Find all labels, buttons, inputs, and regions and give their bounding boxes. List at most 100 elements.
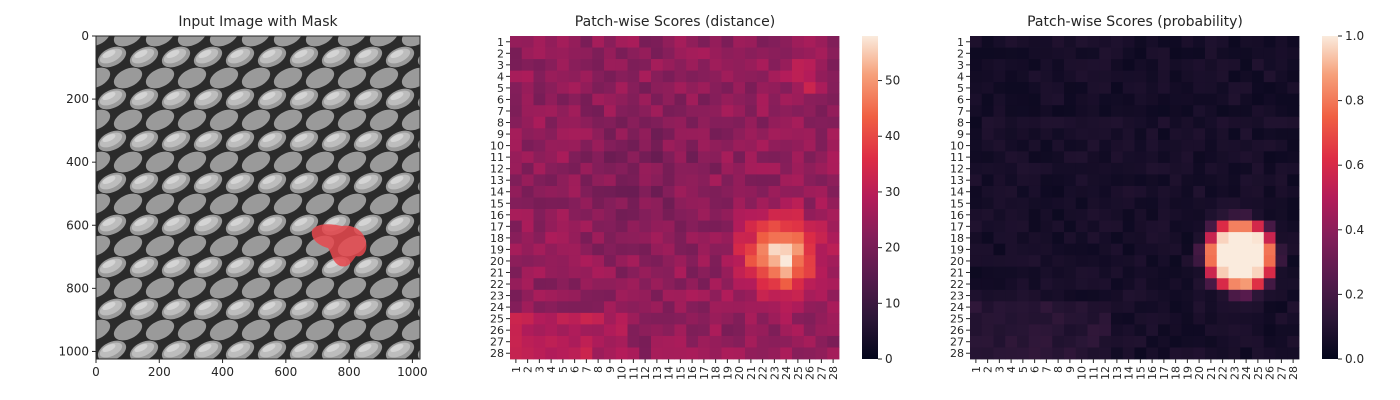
heatmap-cell [993,185,1006,198]
heatmap-cell [545,105,558,118]
heatmap-cell [1181,36,1194,48]
heatmap-y-tick-label: 7 [497,105,504,118]
heatmap-cell [756,301,769,314]
heatmap-cell [1252,243,1265,256]
heatmap-cell [981,82,994,95]
heatmap-cell [686,347,699,360]
heatmap-cell [662,139,675,152]
heatmap-cell [580,105,593,118]
heatmap-cell [827,197,840,210]
heatmap-cell [662,197,675,210]
heatmap-cell [792,232,805,245]
heatmap-cell [1087,335,1100,348]
heatmap-cell [627,82,640,95]
heatmap-cell [970,232,983,245]
heatmap-cell [1028,139,1041,152]
heatmap-cell [1263,301,1276,314]
heatmap-cell [733,289,746,302]
heatmap-cell [1122,139,1135,152]
heatmap-cell [1005,243,1018,256]
heatmap-cell [662,162,675,175]
heatmap-cell [780,209,793,221]
heatmap-cell [1263,116,1276,129]
heatmap-cell [815,151,828,164]
heatmap-cell [1134,197,1147,210]
heatmap-cell [1216,82,1229,95]
heatmap-cell [970,93,983,106]
heatmap-cell [1158,347,1171,360]
heatmap-x-tick-label: 1 [510,366,523,373]
heatmap-cell [709,255,722,268]
heatmap-cell [803,220,816,233]
heatmap-cell [1287,347,1300,360]
heatmap-cell [1193,324,1206,337]
heatmap-cell [733,324,746,337]
heatmap-cell [1134,324,1147,337]
heatmap-cell [1158,335,1171,348]
heatmap-cell [580,335,593,348]
heatmap-cell [768,185,781,198]
heatmap-cell [1146,105,1159,118]
heatmap-cell [1040,232,1053,245]
heatmap-cell [803,36,816,48]
heatmap-cell [1040,301,1053,314]
heatmap-cell [780,139,793,152]
heatmap-cell [1028,255,1041,268]
heatmap-cell [521,116,534,129]
heatmap-cell [803,266,816,279]
heatmap-cell [533,324,546,337]
heatmap-y-tick-label: 8 [957,117,964,130]
heatmap-cell [557,82,570,95]
heatmap-cell [1181,312,1194,325]
heatmap-cell [970,197,983,210]
heatmap-cell [1017,197,1030,210]
heatmap-cell [1169,185,1182,198]
heatmap-cell [1263,197,1276,210]
heatmap-cell [768,116,781,129]
heatmap-cell [1263,47,1276,60]
heatmap-cell [1287,47,1300,60]
heatmap-cell [756,185,769,198]
heatmap-cell [1216,139,1229,152]
heatmap-cell [1075,255,1088,268]
heatmap-cell [1252,185,1265,198]
heatmap-cell [1028,197,1041,210]
heatmap-cell [521,174,534,187]
heatmap-cell [733,197,746,210]
heatmap-cell [1193,116,1206,129]
heatmap-cell [1087,289,1100,302]
heatmap-cell [827,139,840,152]
heatmap-cell [1064,47,1077,60]
heatmap-y-tick-label: 13 [490,174,504,187]
colorbar-tick-label: 0 [885,352,893,366]
heatmap-cell [1122,70,1135,83]
heatmap-cell [557,105,570,118]
heatmap-cell [662,243,675,256]
heatmap-cell [1181,197,1194,210]
heatmap-cell [604,347,617,360]
heatmap-cell [627,278,640,291]
heatmap-cell [733,70,746,83]
heatmap-cell [1287,232,1300,245]
heatmap-cell [815,255,828,268]
heatmap-cell [1158,220,1171,233]
heatmap-cell [1287,93,1300,106]
heatmap-cell [1158,209,1171,221]
heatmap-cell [1052,301,1065,314]
heatmap-cell [1122,105,1135,118]
heatmap-cell [1216,278,1229,291]
heatmap-cell [803,289,816,302]
heatmap-cell [756,151,769,164]
heatmap-cell [651,232,664,245]
heatmap-cell [1252,47,1265,60]
heatmap-x-tick-label: 16 [686,366,699,380]
heatmap-cell [521,139,534,152]
heatmap-cell [1275,105,1288,118]
heatmap-cell [1134,255,1147,268]
heatmap-cell [615,185,628,198]
heatmap-cell [1052,335,1065,348]
heatmap-cell [545,243,558,256]
heatmap-cell [651,47,664,60]
heatmap-cell [1052,220,1065,233]
heatmap-cell [1193,82,1206,95]
